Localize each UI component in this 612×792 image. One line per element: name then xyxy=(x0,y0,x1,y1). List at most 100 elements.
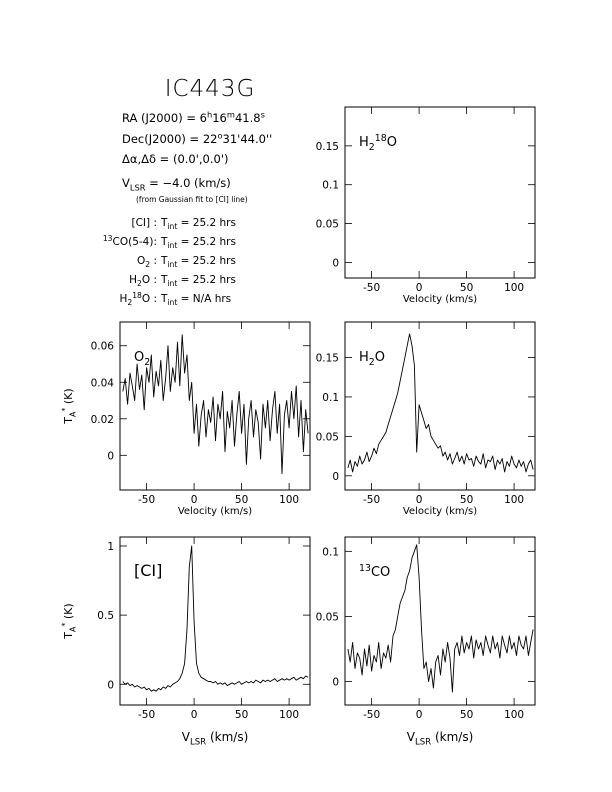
y-tick-label: 0.06 xyxy=(91,341,115,353)
text-part: int xyxy=(167,260,177,269)
text-part: * xyxy=(61,408,70,412)
text-part: = 25.2 hrs xyxy=(177,236,236,248)
text-part: : xyxy=(150,255,157,267)
y-tick-label: 0.15 xyxy=(316,141,339,153)
text-part: A xyxy=(68,626,77,632)
label-text: H218O : xyxy=(119,291,157,307)
text-part: 16 xyxy=(212,111,227,125)
y-tick-label: 0 xyxy=(332,677,339,689)
text-part: [CI] : xyxy=(132,217,158,229)
x-tick-label: 100 xyxy=(279,494,299,506)
text-part: int xyxy=(167,298,177,307)
label-text: TA* (K) xyxy=(61,603,78,639)
text-part: T xyxy=(160,293,168,305)
text-part: Velocity (km/s) xyxy=(403,294,477,305)
x-tick-label: -50 xyxy=(138,709,155,721)
y-tick-label: 0.15 xyxy=(316,352,339,364)
text-part: 18 xyxy=(375,133,387,144)
text-part: * xyxy=(61,623,70,627)
text-part: T xyxy=(160,274,168,286)
label-text: 13CO(5-4): xyxy=(103,234,157,248)
text-part: = N/A hrs xyxy=(177,293,231,305)
x-tick-label: 0 xyxy=(191,494,198,506)
y-tick-label: 0.05 xyxy=(316,611,339,623)
x-tick-label: 0 xyxy=(416,282,423,294)
text-part: O : xyxy=(142,274,157,286)
text-part: 2 xyxy=(127,298,132,307)
text-part: [CI] xyxy=(134,561,162,580)
text-part: T xyxy=(160,255,168,267)
text-part: s xyxy=(261,109,265,119)
y-tick-label: 0.02 xyxy=(91,414,114,426)
text-part: int xyxy=(167,241,177,250)
spectrum xyxy=(122,545,309,692)
y-tick-label: 0 xyxy=(107,450,114,462)
text-part: 41.8 xyxy=(235,111,261,125)
text-part: int xyxy=(167,279,177,288)
x-tick-label: 0 xyxy=(191,709,198,721)
y-tick-label: 0.5 xyxy=(97,610,114,622)
text-part: O xyxy=(375,350,385,365)
text-part: CO(5-4): xyxy=(113,236,157,248)
text-part: RA (J2000) = 6 xyxy=(122,111,207,125)
text-part: 31'44.0'' xyxy=(223,132,273,146)
spectrum xyxy=(122,334,309,475)
text-part: (km/s) xyxy=(206,730,248,744)
figure-title: IC443G xyxy=(165,76,256,102)
text-part: (K) xyxy=(62,603,75,622)
label-text: Tint = N/A hrs xyxy=(160,293,231,307)
y-tick-label: 0.1 xyxy=(322,392,339,404)
label-text: H2O : xyxy=(129,274,157,288)
label-text: VLSR (km/s) xyxy=(182,730,249,748)
text-part: 2 xyxy=(137,279,142,288)
label-text: VLSR = −4.0 (km/s) xyxy=(122,176,231,192)
x-tick-label: 0 xyxy=(416,494,423,506)
text-part: A xyxy=(68,411,77,417)
y-tick-label: 0 xyxy=(107,679,114,691)
y-tick-label: 0.1 xyxy=(322,546,339,558)
label-text: 13CO xyxy=(359,563,390,580)
label-text: Velocity (km/s) xyxy=(178,506,252,517)
label-text: H218O xyxy=(359,133,397,153)
label-text: H2O xyxy=(359,350,385,368)
spectrum xyxy=(347,333,534,473)
text-part: LSR xyxy=(415,738,431,748)
y-tick-label: 0.1 xyxy=(322,180,339,192)
y-tick-label: 0 xyxy=(332,471,339,483)
label-text: Tint = 25.2 hrs xyxy=(160,255,236,269)
text-part: Δα,Δδ = (0.0',0.0') xyxy=(122,152,228,166)
label-text: Tint = 25.2 hrs xyxy=(160,236,236,250)
text-part: Velocity (km/s) xyxy=(178,506,252,517)
text-part: CO xyxy=(371,565,390,580)
plot-frame xyxy=(119,536,311,706)
text-part: = 25.2 hrs xyxy=(177,274,236,286)
label-text: RA (J2000) = 6h16m41.8s xyxy=(122,109,265,125)
text-part: V xyxy=(407,730,416,744)
label-text: VLSR (km/s) xyxy=(407,730,474,748)
text-part: T xyxy=(160,236,168,248)
y-tick-label: 0.05 xyxy=(316,431,339,443)
label-text: TA* (K) xyxy=(61,388,78,424)
text-part: 13 xyxy=(359,563,371,574)
text-part: T xyxy=(62,417,75,425)
x-tick-label: 50 xyxy=(235,494,248,506)
text-part: 13 xyxy=(103,234,113,243)
label-text: O2 xyxy=(134,350,150,368)
x-tick-label: -50 xyxy=(138,494,155,506)
text-part: h xyxy=(207,109,212,119)
text-part: (km/s) xyxy=(431,730,473,744)
label-text: Tint = 25.2 hrs xyxy=(160,217,236,231)
text-part: 18 xyxy=(132,291,142,300)
text-part: T xyxy=(160,217,168,229)
x-tick-label: 50 xyxy=(235,709,248,721)
x-tick-label: -50 xyxy=(363,282,380,294)
text-part: V xyxy=(122,176,130,190)
text-part: m xyxy=(227,109,235,119)
label-text: Dec(J2000) = 22o31'44.0'' xyxy=(122,130,272,146)
y-tick-label: 0 xyxy=(332,257,339,269)
text-part: O : xyxy=(142,293,157,305)
text-part: 2 xyxy=(145,260,150,269)
note: (from Gaussian fit to [CI] line) xyxy=(136,195,248,204)
text-part: O xyxy=(387,135,397,150)
